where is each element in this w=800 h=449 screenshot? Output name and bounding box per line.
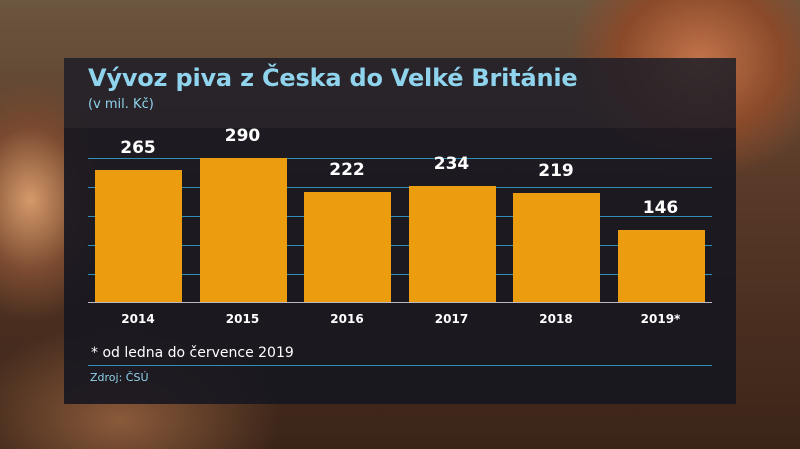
x-tick-label: 2017 bbox=[434, 312, 469, 326]
bar bbox=[304, 191, 391, 302]
x-tick-label: 2018 bbox=[539, 312, 573, 326]
data-label: 265 bbox=[120, 138, 156, 159]
data-label: 219 bbox=[538, 161, 574, 182]
data-label: 234 bbox=[433, 153, 470, 174]
data-label: 222 bbox=[329, 159, 365, 180]
x-tick-label: 2016 bbox=[330, 312, 364, 326]
data-label: 146 bbox=[642, 197, 679, 218]
bar bbox=[513, 193, 600, 302]
chart-subtitle: (v mil. Kč) bbox=[88, 97, 154, 112]
gridline bbox=[88, 216, 712, 217]
bar bbox=[199, 158, 287, 302]
footnote: * od ledna do července 2019 bbox=[91, 345, 294, 361]
title-panel bbox=[64, 58, 736, 128]
bar bbox=[408, 185, 496, 302]
x-axis-baseline bbox=[88, 302, 712, 303]
x-tick-label: 2014 bbox=[121, 312, 155, 326]
data-label: 290 bbox=[224, 126, 261, 146]
source-label: Zdroj: ČSÚ bbox=[90, 371, 149, 384]
separator bbox=[88, 365, 712, 366]
gridline bbox=[88, 158, 712, 159]
gridline bbox=[88, 245, 712, 246]
bar bbox=[617, 229, 705, 302]
bar bbox=[95, 170, 182, 302]
x-tick-label: 2015 bbox=[225, 312, 260, 326]
x-tick-label: 2019* bbox=[640, 312, 681, 326]
chart-title: Vývoz piva z Česka do Velké Británie bbox=[88, 64, 578, 92]
gridline bbox=[88, 274, 712, 275]
gridline bbox=[88, 187, 712, 188]
